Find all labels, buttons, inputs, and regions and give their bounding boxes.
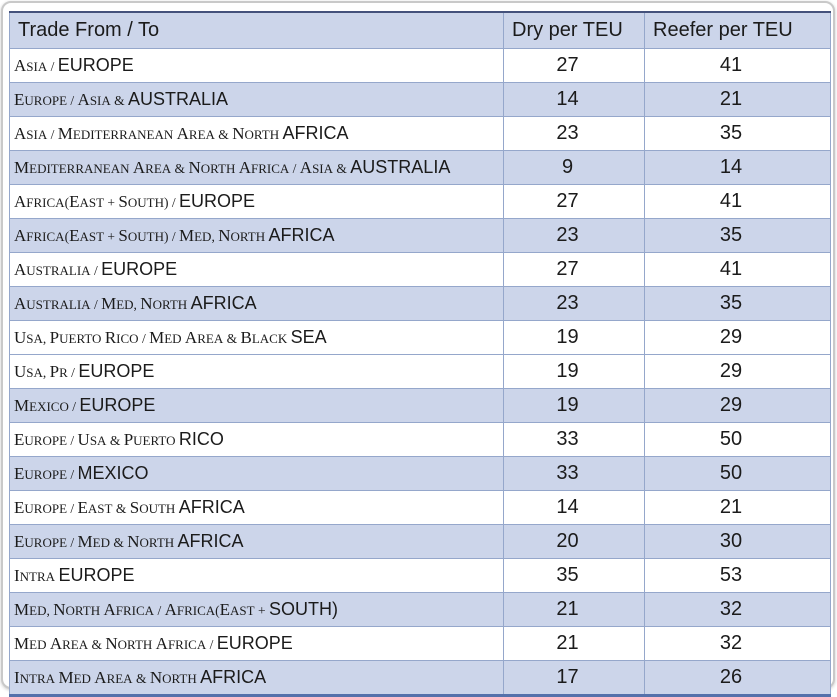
reefer-per-teu-value: 21: [644, 82, 831, 117]
route-cell: AFRICA(EAST + SOUTH) / EUROPE: [9, 184, 504, 219]
reefer-per-teu-value: 35: [644, 116, 831, 151]
dry-per-teu-value: 23: [503, 116, 645, 151]
table-row: EUROPE / EAST & SOUTH AFRICA 14 21: [9, 490, 831, 525]
column-header-reefer-per-teu: Reefer per TEU: [644, 11, 831, 49]
route-cell: EUROPE / USA & PUERTO RICO: [9, 422, 504, 457]
route-cell: EUROPE / MEXICO: [9, 456, 504, 491]
dry-per-teu-value: 9: [503, 150, 645, 185]
dry-per-teu-value: 23: [503, 286, 645, 321]
reefer-per-teu-value: 35: [644, 286, 831, 321]
table-row: AFRICA(EAST + SOUTH) / EUROPE 27 41: [9, 184, 831, 219]
reefer-per-teu-value: 26: [644, 660, 831, 696]
reefer-per-teu-value: 29: [644, 388, 831, 423]
trade-table-body: ASIA / EUROPE 27 41 EUROPE / ASIA & AUSTRAL…: [9, 48, 831, 696]
route-cell: ASIA / MEDITERRANEAN AREA & NORTH AFRICA: [9, 116, 504, 151]
route-cell: MEXICO / EUROPE: [9, 388, 504, 423]
route-cell: AUSTRALIA / MED, NORTH AFRICA: [9, 286, 504, 321]
table-row: AUSTRALIA / EUROPE 27 41: [9, 252, 831, 287]
reefer-per-teu-value: 41: [644, 48, 831, 83]
dry-per-teu-value: 19: [503, 320, 645, 355]
table-row: MED, NORTH AFRICA / AFRICA(EAST + SOUTH)…: [9, 592, 831, 627]
reefer-per-teu-value: 53: [644, 558, 831, 593]
dry-per-teu-value: 23: [503, 218, 645, 253]
dry-per-teu-value: 14: [503, 82, 645, 117]
table-row: EUROPE / MEXICO 33 50: [9, 456, 831, 491]
dry-per-teu-value: 20: [503, 524, 645, 559]
trade-rates-table: Trade From / To Dry per TEU Reefer per T…: [9, 11, 831, 697]
reefer-per-teu-value: 32: [644, 592, 831, 627]
table-row: INTRA EUROPE 35 53: [9, 558, 831, 593]
dry-per-teu-value: 33: [503, 422, 645, 457]
table-row: AUSTRALIA / MED, NORTH AFRICA 23 35: [9, 286, 831, 321]
reefer-per-teu-value: 32: [644, 626, 831, 661]
table-row: USA, PR / EUROPE 19 29: [9, 354, 831, 389]
route-cell: AUSTRALIA / EUROPE: [9, 252, 504, 287]
route-cell: EUROPE / EAST & SOUTH AFRICA: [9, 490, 504, 525]
reefer-per-teu-value: 41: [644, 184, 831, 219]
route-cell: INTRA EUROPE: [9, 558, 504, 593]
dry-per-teu-value: 21: [503, 626, 645, 661]
dry-per-teu-value: 27: [503, 184, 645, 219]
reefer-per-teu-value: 30: [644, 524, 831, 559]
table-row: USA, PUERTO RICO / MED AREA & BLACK SEA 1…: [9, 320, 831, 355]
route-cell: INTRA MED AREA & NORTH AFRICA: [9, 660, 504, 696]
dry-per-teu-value: 17: [503, 660, 645, 696]
route-cell: EUROPE / ASIA & AUSTRALIA: [9, 82, 504, 117]
dry-per-teu-value: 19: [503, 388, 645, 423]
reefer-per-teu-value: 21: [644, 490, 831, 525]
route-cell: MED, NORTH AFRICA / AFRICA(EAST + SOUTH): [9, 592, 504, 627]
dry-per-teu-value: 27: [503, 252, 645, 287]
table-row: ASIA / MEDITERRANEAN AREA & NORTH AFRICA…: [9, 116, 831, 151]
table-row: MEXICO / EUROPE 19 29: [9, 388, 831, 423]
dry-per-teu-value: 14: [503, 490, 645, 525]
table-row: MEDITERRANEAN AREA & NORTH AFRICA / ASIA…: [9, 150, 831, 185]
table-row: ASIA / EUROPE 27 41: [9, 48, 831, 83]
column-header-trade-from-to: Trade From / To: [9, 11, 504, 49]
table-row: EUROPE / MED & NORTH AFRICA 20 30: [9, 524, 831, 559]
dry-per-teu-value: 27: [503, 48, 645, 83]
dry-per-teu-value: 35: [503, 558, 645, 593]
table-row: EUROPE / ASIA & AUSTRALIA 14 21: [9, 82, 831, 117]
table-header: Trade From / To Dry per TEU Reefer per T…: [9, 11, 831, 49]
route-cell: AFRICA(EAST + SOUTH) / MED, NORTH AFRICA: [9, 218, 504, 253]
table-row: AFRICA(EAST + SOUTH) / MED, NORTH AFRICA…: [9, 218, 831, 253]
dry-per-teu-value: 19: [503, 354, 645, 389]
header-row: Trade From / To Dry per TEU Reefer per T…: [9, 11, 831, 49]
route-cell: USA, PR / EUROPE: [9, 354, 504, 389]
table-row: INTRA MED AREA & NORTH AFRICA 17 26: [9, 660, 831, 696]
reefer-per-teu-value: 41: [644, 252, 831, 287]
reefer-per-teu-value: 50: [644, 456, 831, 491]
dry-per-teu-value: 33: [503, 456, 645, 491]
table-row: MED AREA & NORTH AFRICA / EUROPE 21 32: [9, 626, 831, 661]
route-cell: MED AREA & NORTH AFRICA / EUROPE: [9, 626, 504, 661]
route-cell: EUROPE / MED & NORTH AFRICA: [9, 524, 504, 559]
route-cell: USA, PUERTO RICO / MED AREA & BLACK SEA: [9, 320, 504, 355]
table-row: EUROPE / USA & PUERTO RICO 33 50: [9, 422, 831, 457]
reefer-per-teu-value: 14: [644, 150, 831, 185]
route-cell: ASIA / EUROPE: [9, 48, 504, 83]
reefer-per-teu-value: 50: [644, 422, 831, 457]
reefer-per-teu-value: 35: [644, 218, 831, 253]
column-header-dry-per-teu: Dry per TEU: [503, 11, 645, 49]
dry-per-teu-value: 21: [503, 592, 645, 627]
reefer-per-teu-value: 29: [644, 320, 831, 355]
reefer-per-teu-value: 29: [644, 354, 831, 389]
route-cell: MEDITERRANEAN AREA & NORTH AFRICA / ASIA…: [9, 150, 504, 185]
